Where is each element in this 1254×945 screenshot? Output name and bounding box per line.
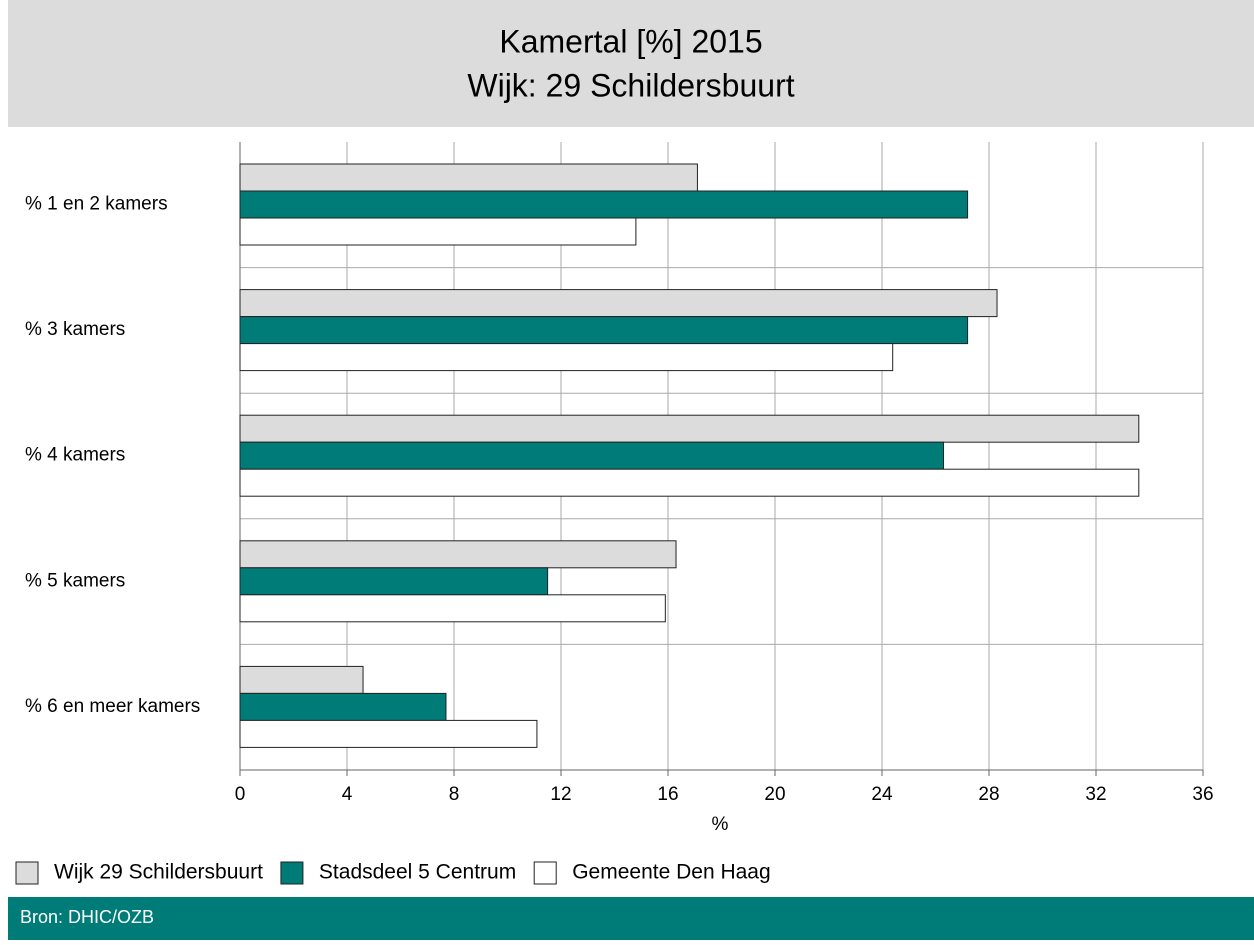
bar	[239, 414, 1140, 443]
bar	[239, 343, 894, 372]
y-tick-label: % 6 en meer kamers	[25, 696, 200, 717]
x-tick-label: 8	[449, 784, 460, 805]
chart-title: Kamertal [%] 2015	[499, 23, 762, 59]
chart-subtitle: Wijk: 29 Schildersbuurt	[467, 67, 794, 103]
legend-swatch	[280, 861, 304, 885]
legend-label: Stadsdeel 5 Centrum	[319, 861, 516, 884]
bar	[239, 665, 364, 694]
bar	[239, 567, 549, 596]
legend-swatch	[533, 861, 557, 885]
x-tick-label: 20	[764, 784, 785, 805]
y-tick-label: % 1 en 2 kamers	[25, 194, 168, 215]
x-tick-label: 32	[1085, 784, 1106, 805]
bar	[239, 163, 698, 192]
y-tick-label: % 5 kamers	[25, 570, 125, 591]
source: Bron: DHIC/OZB	[20, 907, 154, 927]
x-tick-label: 28	[978, 784, 999, 805]
bar	[239, 217, 637, 246]
bar	[239, 468, 1140, 497]
bar	[239, 540, 677, 569]
legend-swatch	[15, 861, 39, 885]
title-band	[8, 0, 1254, 127]
x-tick-label: 12	[550, 784, 571, 805]
bar	[239, 441, 945, 470]
bar	[239, 316, 969, 345]
x-tick-label: 16	[657, 784, 678, 805]
x-tick-label: 0	[235, 784, 246, 805]
y-tick-label: % 3 kamers	[25, 319, 125, 340]
x-tick-label: 36	[1192, 784, 1213, 805]
bar	[239, 594, 666, 623]
y-tick-label: % 4 kamers	[25, 445, 125, 466]
bar	[239, 719, 538, 748]
footer-band	[8, 897, 1254, 940]
x-tick-label: 4	[342, 784, 353, 805]
bar	[239, 289, 998, 318]
legend-label: Gemeente Den Haag	[572, 861, 770, 884]
x-tick-label: 24	[871, 784, 893, 805]
x-axis-label: %	[712, 814, 729, 835]
bar	[239, 692, 447, 721]
bar	[239, 190, 969, 219]
legend-label: Wijk 29 Schildersbuurt	[54, 861, 263, 884]
